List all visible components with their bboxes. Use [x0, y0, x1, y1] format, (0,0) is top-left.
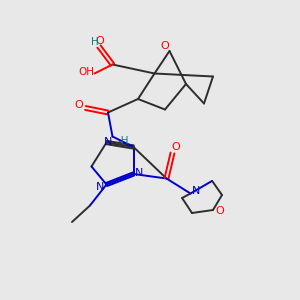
- Text: O: O: [160, 41, 169, 52]
- Text: O: O: [171, 142, 180, 152]
- Text: O: O: [95, 35, 104, 46]
- Text: H: H: [91, 37, 98, 47]
- Text: N: N: [192, 185, 201, 196]
- Text: O: O: [74, 100, 83, 110]
- Text: N: N: [135, 167, 144, 178]
- Text: N: N: [96, 182, 104, 193]
- Text: N: N: [104, 137, 112, 147]
- Text: OH: OH: [78, 67, 94, 77]
- Text: O: O: [215, 206, 224, 217]
- Text: -H: -H: [117, 136, 129, 146]
